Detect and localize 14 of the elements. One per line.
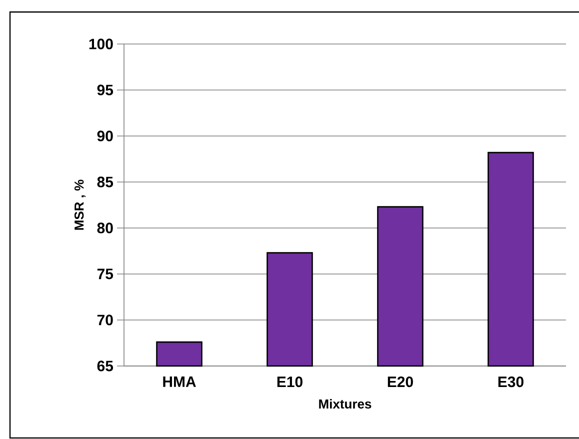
x-tick-label: E30 <box>498 376 524 388</box>
y-tick-label: 100 <box>89 38 113 50</box>
x-tick-label: HMA <box>163 376 196 387</box>
x-tick-label: E10 <box>277 376 302 388</box>
y-tick-label: 75 <box>97 268 114 280</box>
y-tick-label: 65 <box>97 360 114 372</box>
y-tick-label: 80 <box>97 222 113 234</box>
y-tick-label: 90 <box>97 130 113 142</box>
x-tick-label: E20 <box>388 376 413 388</box>
x-axis-title: Mixtures <box>319 399 372 409</box>
y-tick-label: 85 <box>97 176 114 188</box>
y-axis-title: MSR , % <box>74 180 86 230</box>
y-tick-label: 70 <box>97 314 113 326</box>
y-tick-label: 95 <box>97 84 114 96</box>
